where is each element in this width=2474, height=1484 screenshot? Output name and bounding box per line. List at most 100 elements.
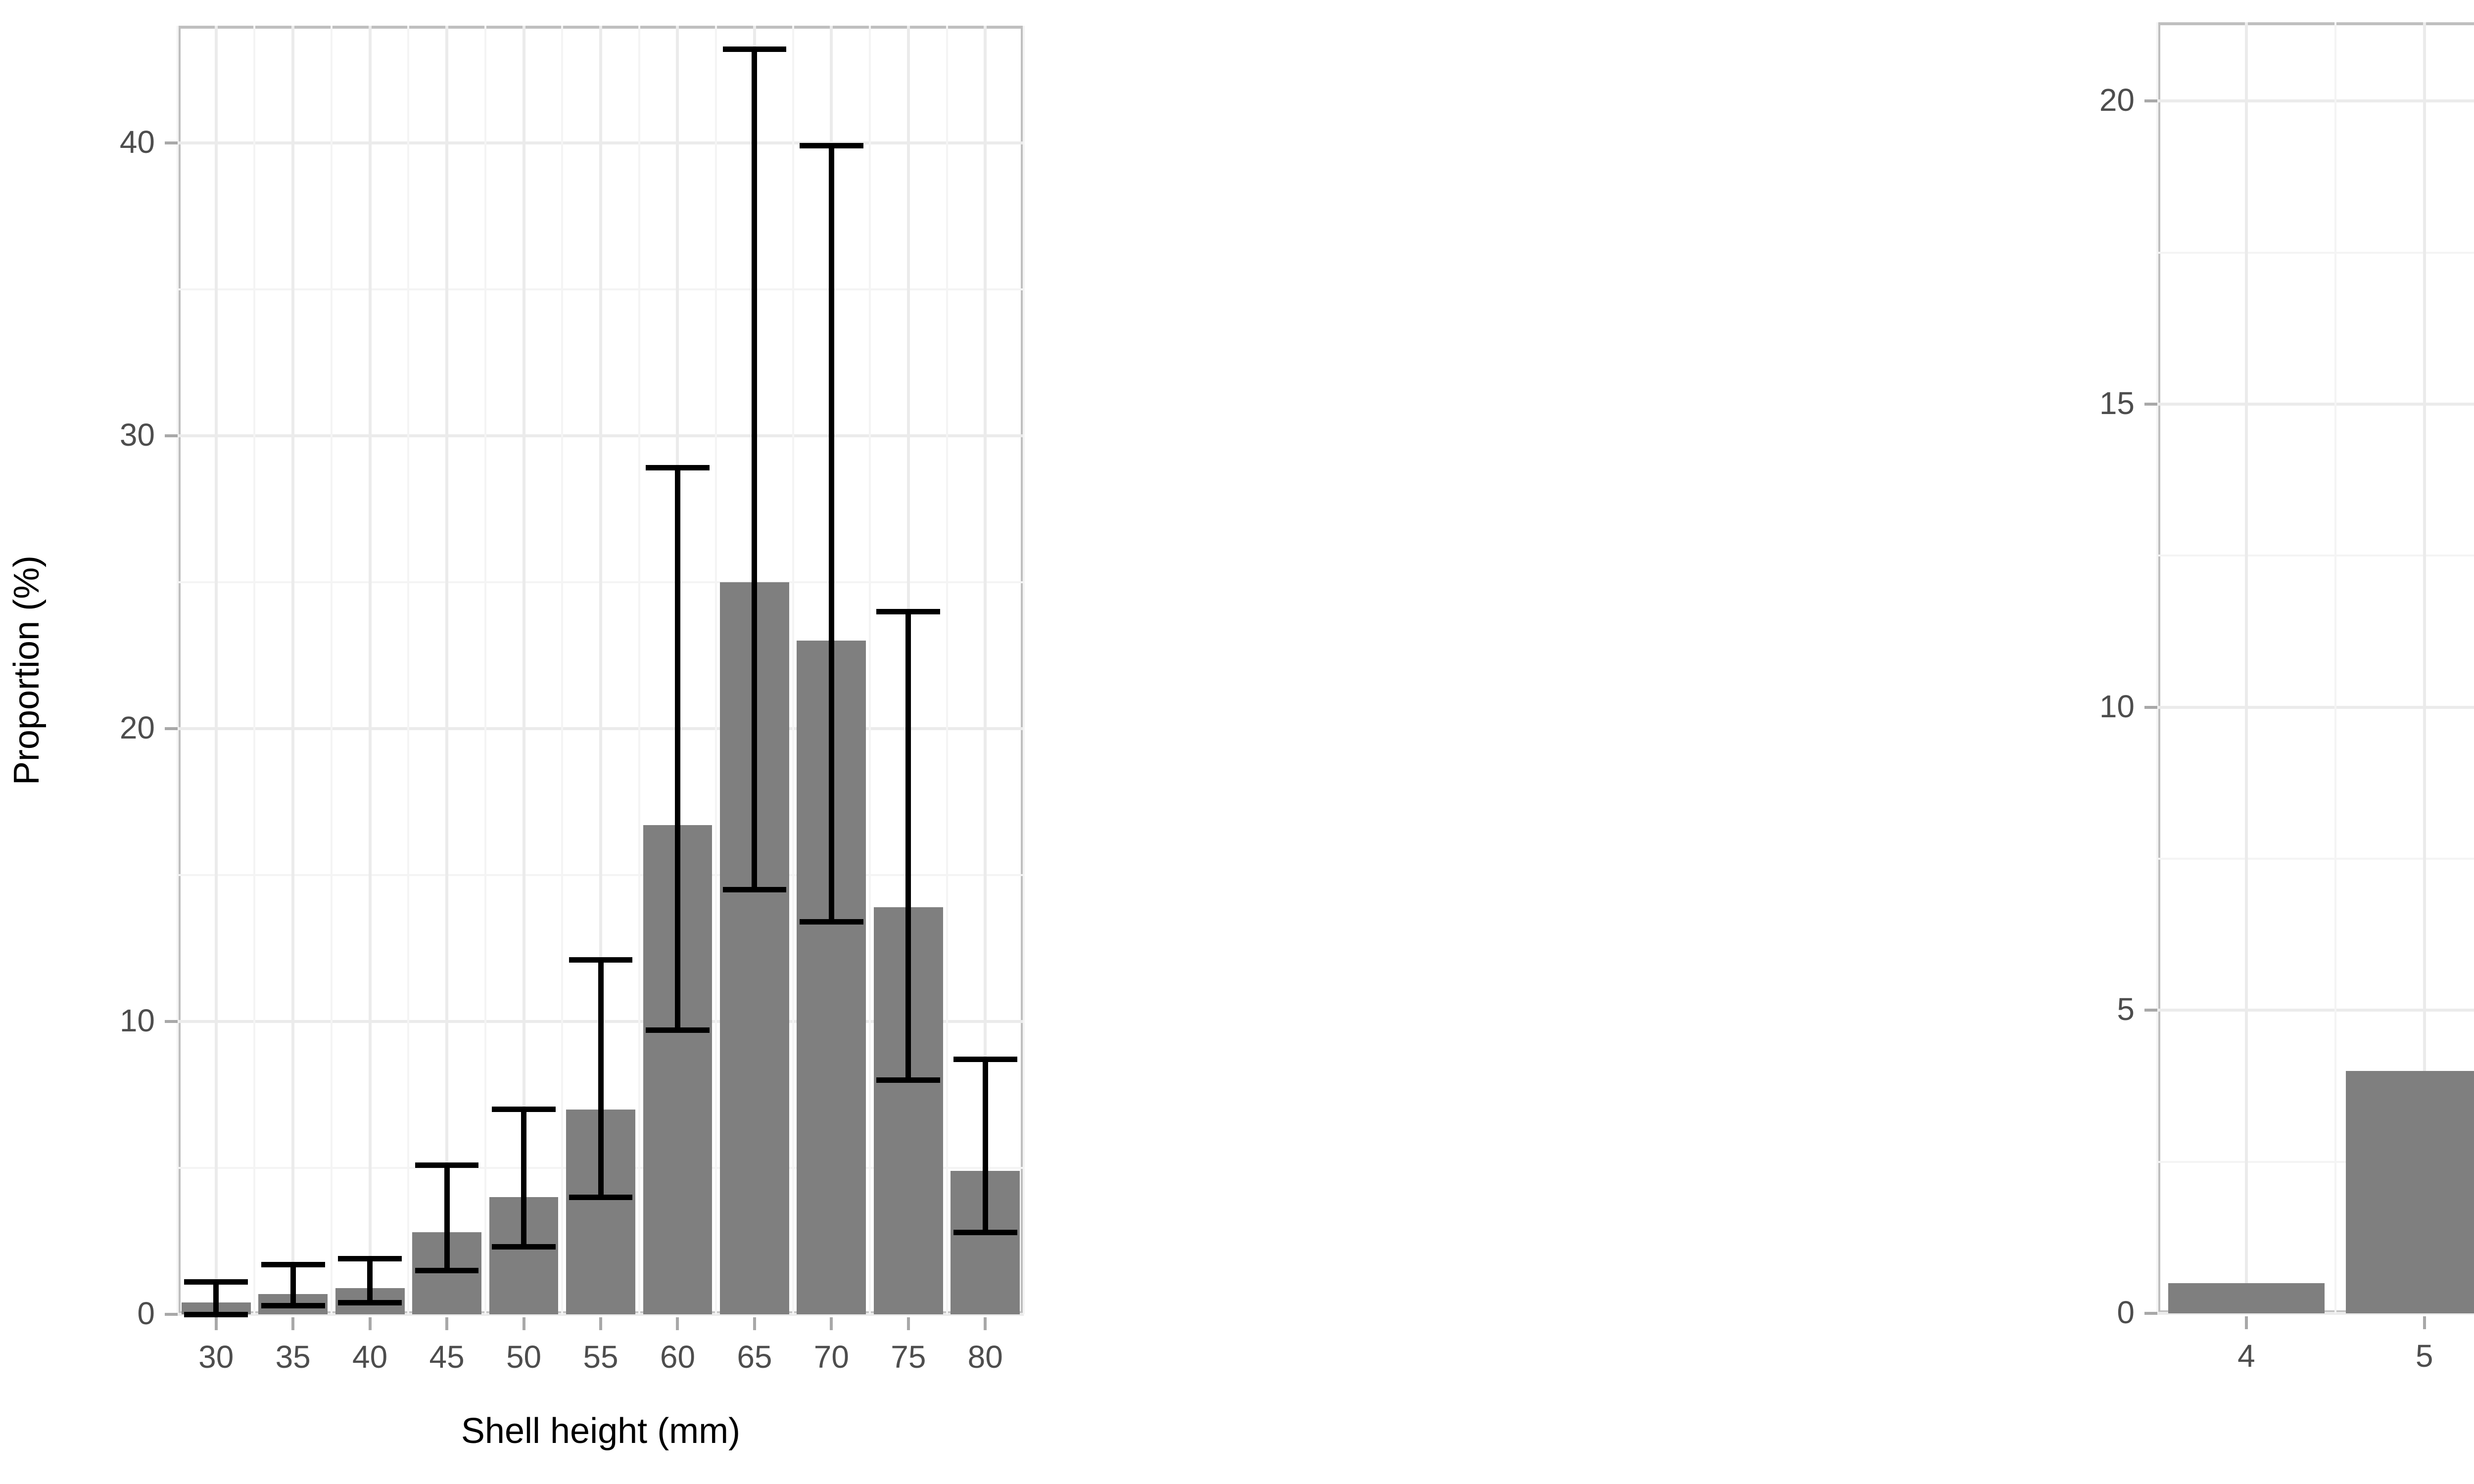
x-gridline-minor [484, 26, 486, 1314]
y-gridline-minor [2157, 251, 2474, 254]
x-tick-mark [2423, 1316, 2426, 1329]
y-tick-label: 0 [2117, 1295, 2135, 1330]
y-tick-label: 20 [2099, 82, 2135, 118]
x-tick-mark [2244, 1316, 2248, 1329]
y-gridline-major [2157, 402, 2474, 406]
errorbar-line [905, 611, 911, 1080]
errorbar-cap-upper [800, 143, 863, 149]
x-gridline-major [214, 26, 218, 1314]
y-gridline-major [178, 1313, 1024, 1316]
y-tick-mark [2144, 1312, 2157, 1315]
x-gridline-minor [1023, 26, 1025, 1314]
y-tick-mark [2144, 99, 2157, 103]
x-gridline-major [291, 26, 295, 1314]
x-gridline-major [522, 26, 525, 1314]
errorbar-line [444, 1165, 450, 1271]
errorbar-line [521, 1109, 527, 1247]
errorbar-line [290, 1264, 296, 1306]
errorbar-cap-lower [184, 1311, 248, 1317]
y-gridline-major [2157, 99, 2474, 103]
y-tick-mark [2144, 1009, 2157, 1012]
x-tick-mark [984, 1317, 987, 1330]
x-tick-mark [291, 1317, 295, 1330]
x-tick-mark [753, 1317, 756, 1330]
errorbar-line [982, 1059, 988, 1233]
x-axis-title-right: Age [2157, 1412, 2474, 1448]
errorbar-cap-lower [261, 1302, 325, 1308]
x-tick-mark [522, 1317, 525, 1330]
x-tick-label: 4 [2237, 1338, 2255, 1374]
y-gridline-major [2157, 705, 2474, 709]
y-gridline-minor [2157, 555, 2474, 557]
y-gridline-major [2157, 1009, 2474, 1012]
errorbar-cap-lower [876, 1077, 941, 1083]
x-gridline-minor [715, 26, 717, 1314]
x-gridline-minor [177, 26, 179, 1314]
x-tick-label: 75 [891, 1339, 926, 1375]
y-axis-title-left: Proportion (%) [7, 555, 47, 785]
x-gridline-minor [792, 26, 794, 1314]
x-gridline-major [2244, 22, 2248, 1313]
y-tick-label: 20 [119, 709, 155, 745]
x-tick-label: 40 [352, 1339, 388, 1375]
x-tick-mark [906, 1317, 910, 1330]
y-tick-mark [2144, 705, 2157, 709]
x-tick-label: 30 [198, 1339, 234, 1375]
x-tick-mark [830, 1317, 833, 1330]
x-tick-mark [368, 1317, 372, 1330]
x-gridline-minor [2156, 22, 2158, 1313]
y-tick-mark [165, 434, 178, 437]
errorbar-cap-lower [492, 1244, 556, 1250]
y-tick-mark [165, 141, 178, 144]
y-tick-label: 15 [2099, 385, 2135, 421]
y-tick-mark [165, 1313, 178, 1316]
errorbar-line [367, 1258, 373, 1303]
y-tick-label: 40 [119, 124, 155, 160]
x-axis-title-left: Shell height (mm) [461, 1411, 741, 1451]
errorbar-line [828, 145, 834, 922]
x-gridline-minor [2334, 22, 2336, 1313]
x-tick-mark [445, 1317, 449, 1330]
x-tick-label: 80 [967, 1339, 1003, 1375]
y-tick-label: 10 [2099, 688, 2135, 724]
errorbar-cap-upper [953, 1057, 1017, 1063]
x-gridline-minor [407, 26, 410, 1314]
panel-age: Age 0510152045678910111213+ [2029, 0, 2474, 1484]
x-gridline-minor [869, 26, 871, 1314]
errorbar-cap-upper [492, 1107, 556, 1113]
x-tick-label: 70 [813, 1339, 849, 1375]
x-tick-mark [214, 1317, 218, 1330]
errorbar-cap-lower [722, 887, 787, 893]
errorbar-cap-lower [569, 1194, 633, 1200]
bar [2168, 1283, 2325, 1313]
x-tick-label: 5 [2415, 1338, 2433, 1374]
y-tick-label: 5 [2117, 991, 2135, 1027]
y-gridline-minor [2157, 857, 2474, 860]
x-gridline-minor [946, 26, 948, 1314]
errorbar-line [674, 467, 680, 1030]
y-tick-label: 10 [119, 1002, 155, 1038]
x-tick-label: 65 [737, 1339, 772, 1375]
errorbar-cap-upper [184, 1279, 248, 1285]
x-gridline-major [984, 26, 987, 1314]
y-gridline-major [2157, 1312, 2474, 1315]
y-tick-mark [165, 727, 178, 730]
x-tick-mark [599, 1317, 602, 1330]
errorbar-line [752, 49, 758, 890]
x-tick-label: 50 [506, 1339, 542, 1375]
panel-shell-height: Proportion (%) Shell height (mm) 0 10 20 30… [7, 26, 1025, 1451]
errorbar-cap-lower [800, 919, 863, 925]
x-gridline-major [368, 26, 372, 1314]
errorbar-cap-upper [722, 46, 787, 52]
errorbar-cap-upper [261, 1261, 325, 1267]
y-tick-mark [2144, 402, 2157, 406]
errorbar-cap-lower [646, 1027, 710, 1033]
x-tick-label: 55 [583, 1339, 618, 1375]
y-gridline-minor [2157, 1160, 2474, 1163]
errorbar-cap-upper [338, 1256, 402, 1261]
x-gridline-minor [330, 26, 333, 1314]
x-tick-mark [676, 1317, 679, 1330]
errorbar-cap-upper [415, 1162, 479, 1168]
errorbar-line [213, 1282, 219, 1314]
